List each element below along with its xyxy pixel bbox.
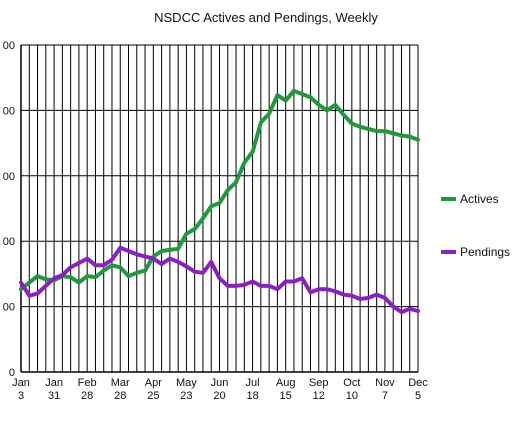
x-tick-label-day: 5 — [415, 390, 421, 402]
y-tick-label: 00 — [3, 302, 15, 314]
x-tick-label-day: 18 — [246, 390, 258, 402]
x-tick-label-day: 28 — [114, 390, 126, 402]
y-tick-label: 0 — [9, 367, 15, 379]
y-tick-label: 00 — [3, 236, 15, 248]
x-tick-label-day: 20 — [213, 390, 225, 402]
x-tick-label-day: 31 — [48, 390, 60, 402]
x-tick-label-month: Mar — [111, 377, 130, 389]
x-tick-label-day: 15 — [280, 390, 292, 402]
axes — [20, 45, 418, 373]
x-tick-label-month: Jun — [211, 377, 229, 389]
grid-lines — [20, 44, 419, 373]
y-tick-label: 00 — [3, 171, 15, 183]
x-tick-label-day: 12 — [313, 390, 325, 402]
series-line-actives — [19, 88, 420, 292]
x-tick-label-month: Apr — [145, 377, 162, 389]
legend-label-pendings: Pendings — [460, 245, 510, 259]
y-tick-label: 00 — [3, 40, 15, 52]
x-tick-label-month: Jul — [246, 377, 260, 389]
x-tick-label-month: Feb — [78, 377, 97, 389]
legend-label-actives: Actives — [460, 192, 499, 206]
series-lines — [19, 88, 420, 315]
x-tick-label-month: Jan — [45, 377, 63, 389]
x-tick-label-month: Dec — [408, 377, 428, 389]
x-tick-label-day: 10 — [346, 390, 358, 402]
x-tick-label-day: 28 — [81, 390, 93, 402]
x-axis-tick-labels: Jan3Jan31Feb28Mar28Apr25May23Jun20Jul18A… — [12, 377, 428, 402]
legend: Actives Pendings — [441, 192, 510, 259]
chart-title: NSDCC Actives and Pendings, Weekly — [154, 10, 378, 25]
y-tick-label: 00 — [3, 105, 15, 117]
x-tick-label-month: Sep — [309, 377, 329, 389]
x-tick-label-month: Oct — [343, 377, 360, 389]
x-tick-label-month: Aug — [276, 377, 296, 389]
x-tick-label-month: Jan — [12, 377, 30, 389]
x-tick-label-day: 3 — [18, 390, 24, 402]
x-tick-label-month: May — [176, 377, 197, 389]
x-tick-label-day: 23 — [180, 390, 192, 402]
x-tick-label-day: 25 — [147, 390, 159, 402]
x-tick-label-day: 7 — [382, 390, 388, 402]
x-tick-label-month: Nov — [375, 377, 395, 389]
series-line-pendings — [19, 245, 420, 315]
